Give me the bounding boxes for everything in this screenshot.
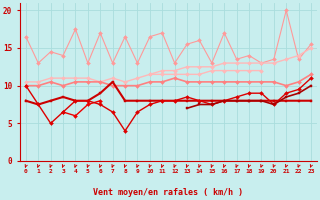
X-axis label: Vent moyen/en rafales ( km/h ): Vent moyen/en rafales ( km/h ) — [93, 188, 244, 197]
